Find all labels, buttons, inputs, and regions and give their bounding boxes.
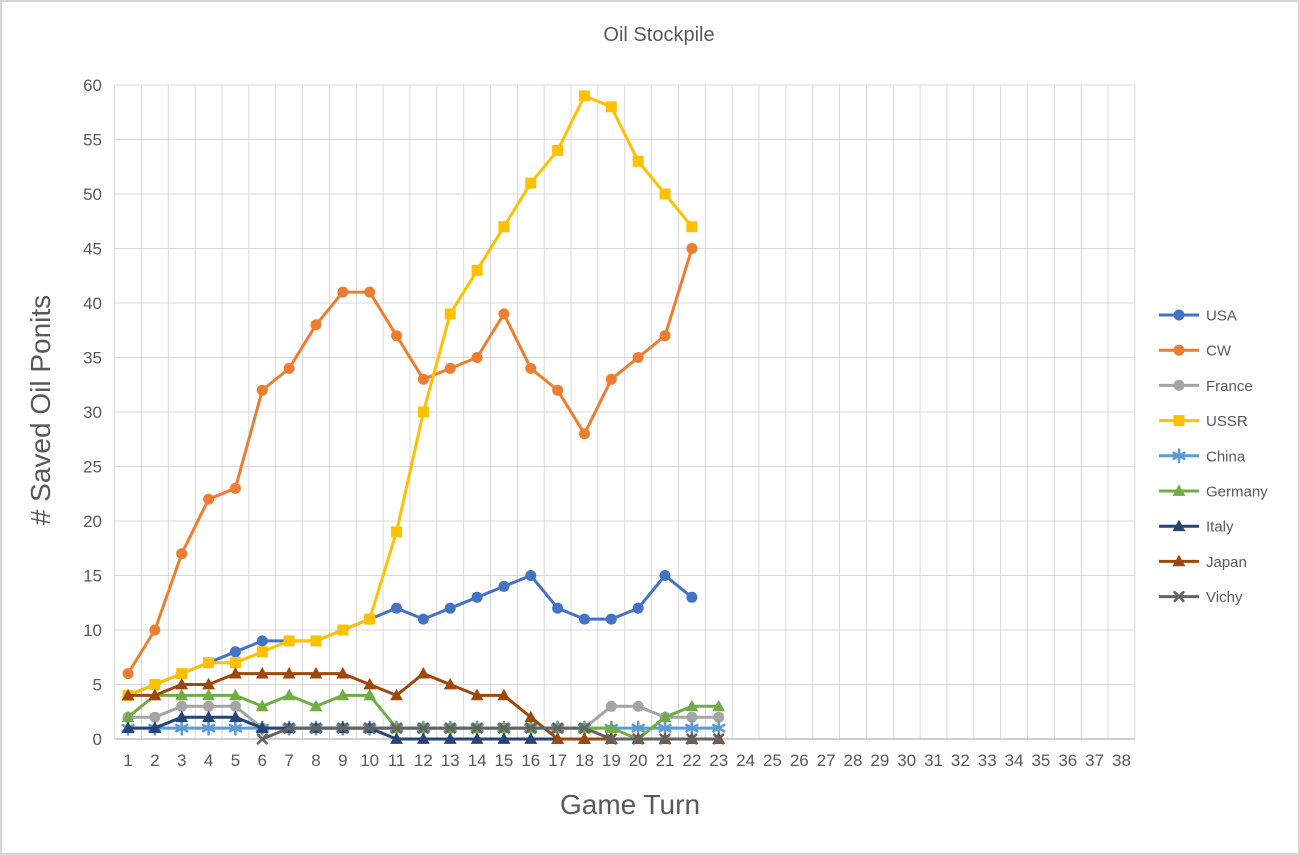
legend-item-italy[interactable]: Italy [1159, 519, 1234, 536]
y-tick-label: 30 [83, 403, 102, 422]
x-tick-label: 15 [494, 751, 513, 770]
series-vichy [256, 722, 725, 745]
series-line [126, 574, 694, 697]
y-tick-label: 40 [83, 294, 102, 313]
y-tick-label: 0 [93, 730, 102, 749]
legend-item-usa[interactable]: USA [1159, 308, 1237, 325]
y-tick-label: 45 [83, 240, 102, 259]
x-tick-label: 3 [177, 751, 186, 770]
x-tick-label: 24 [736, 751, 755, 770]
legend-label: Vichy [1206, 589, 1243, 606]
y-tick-label: 5 [93, 676, 102, 695]
x-tick-label: 10 [360, 751, 379, 770]
x-tick-label: 21 [656, 751, 675, 770]
y-tick-label: 35 [83, 349, 102, 368]
x-tick-label: 12 [414, 751, 433, 770]
legend-marker-circle-icon [1173, 344, 1185, 356]
x-tick-label: 7 [284, 751, 293, 770]
series-markers [122, 90, 698, 701]
legend-item-vichy[interactable]: Vichy [1159, 589, 1243, 606]
series-markers [122, 243, 698, 680]
legend-label: USA [1206, 308, 1237, 325]
x-tick-label: 35 [1031, 751, 1050, 770]
x-tick-label: 30 [897, 751, 916, 770]
y-tick-label: 15 [83, 567, 102, 586]
x-tick-label: 9 [338, 751, 347, 770]
series-line [260, 726, 721, 741]
x-tick-label: 1 [123, 751, 132, 770]
x-tick-label: 26 [790, 751, 809, 770]
series-ussr [122, 90, 698, 701]
x-tick-label: 32 [951, 751, 970, 770]
x-tick-label: 8 [311, 751, 320, 770]
x-tick-label: 36 [1058, 751, 1077, 770]
chart-title: Oil Stockpile [603, 24, 714, 46]
y-tick-label: 25 [83, 458, 102, 477]
x-tick-label: 20 [629, 751, 648, 770]
legend-item-ussr[interactable]: USSR [1159, 413, 1248, 430]
legend-label: Germany [1206, 484, 1268, 501]
x-tick-label: 28 [844, 751, 863, 770]
legend: USA CW France USSR China Germany Italy Japan Vic… [1159, 308, 1268, 606]
gridlines [114, 84, 1136, 739]
y-axis-title: # Saved Oil Ponits [25, 295, 56, 525]
x-tick-label: 27 [817, 751, 836, 770]
series-markers [256, 722, 725, 745]
x-tick-label: 14 [468, 751, 487, 770]
x-tick-label: 13 [441, 751, 460, 770]
legend-label: China [1206, 448, 1246, 465]
x-tick-label: 31 [924, 751, 943, 770]
y-tick-label: 50 [83, 185, 102, 204]
legend-label: Japan [1206, 554, 1247, 571]
x-tick-label: 33 [978, 751, 997, 770]
legend-label: USSR [1206, 413, 1248, 430]
x-tick-label: 29 [870, 751, 889, 770]
legend-marker-circle-icon [1173, 379, 1185, 391]
x-tick-label: 6 [258, 751, 267, 770]
legend-item-france[interactable]: France [1159, 378, 1253, 395]
legend-marker-triangle-icon [1172, 554, 1186, 567]
x-tick-label: 4 [204, 751, 213, 770]
legend-item-cw[interactable]: CW [1159, 343, 1232, 360]
x-tick-label: 22 [682, 751, 701, 770]
y-tick-label: 20 [83, 512, 102, 531]
legend-label: Italy [1206, 519, 1234, 536]
legend-marker-triangle-icon [1172, 519, 1186, 532]
legend-item-japan[interactable]: Japan [1159, 554, 1247, 571]
x-tick-label: 23 [709, 751, 728, 770]
x-tick-label: 18 [575, 751, 594, 770]
legend-marker-triangle-icon [1172, 484, 1186, 496]
y-tick-label: 60 [83, 76, 102, 95]
legend-label: France [1206, 378, 1253, 395]
x-tick-label: 19 [602, 751, 621, 770]
legend-marker-asterisk-icon [1172, 448, 1186, 464]
series-layer [121, 90, 726, 745]
x-tick-label: 17 [548, 751, 567, 770]
y-tick-label: 10 [83, 621, 102, 640]
x-tick-label: 38 [1112, 751, 1131, 770]
legend-label: CW [1206, 343, 1232, 360]
series-cw [122, 243, 698, 680]
x-tick-label: 34 [1005, 751, 1024, 770]
legend-marker-circle-icon [1173, 309, 1185, 321]
x-tick-label: 37 [1085, 751, 1104, 770]
legend-item-china[interactable]: China [1159, 448, 1246, 465]
legend-marker-x-icon [1173, 590, 1185, 603]
series-usa [122, 570, 698, 701]
legend-marker-square-icon [1173, 415, 1185, 427]
x-tick-label: 5 [231, 751, 240, 770]
series-line [126, 94, 694, 697]
series-line [126, 247, 694, 676]
x-axis-title: Game Turn [560, 789, 700, 820]
legend-item-germany[interactable]: Germany [1159, 484, 1268, 501]
x-tick-label: 2 [150, 751, 159, 770]
tick-labels: 1 2 3 4 5 6 7 8 9 10 11 12 13 14 15 16 17 18 19 20 21 22 23 24 2… [83, 76, 1131, 770]
x-tick-label: 25 [763, 751, 782, 770]
y-tick-label: 55 [83, 131, 102, 150]
x-tick-label: 16 [521, 751, 540, 770]
x-tick-label: 11 [388, 751, 406, 770]
